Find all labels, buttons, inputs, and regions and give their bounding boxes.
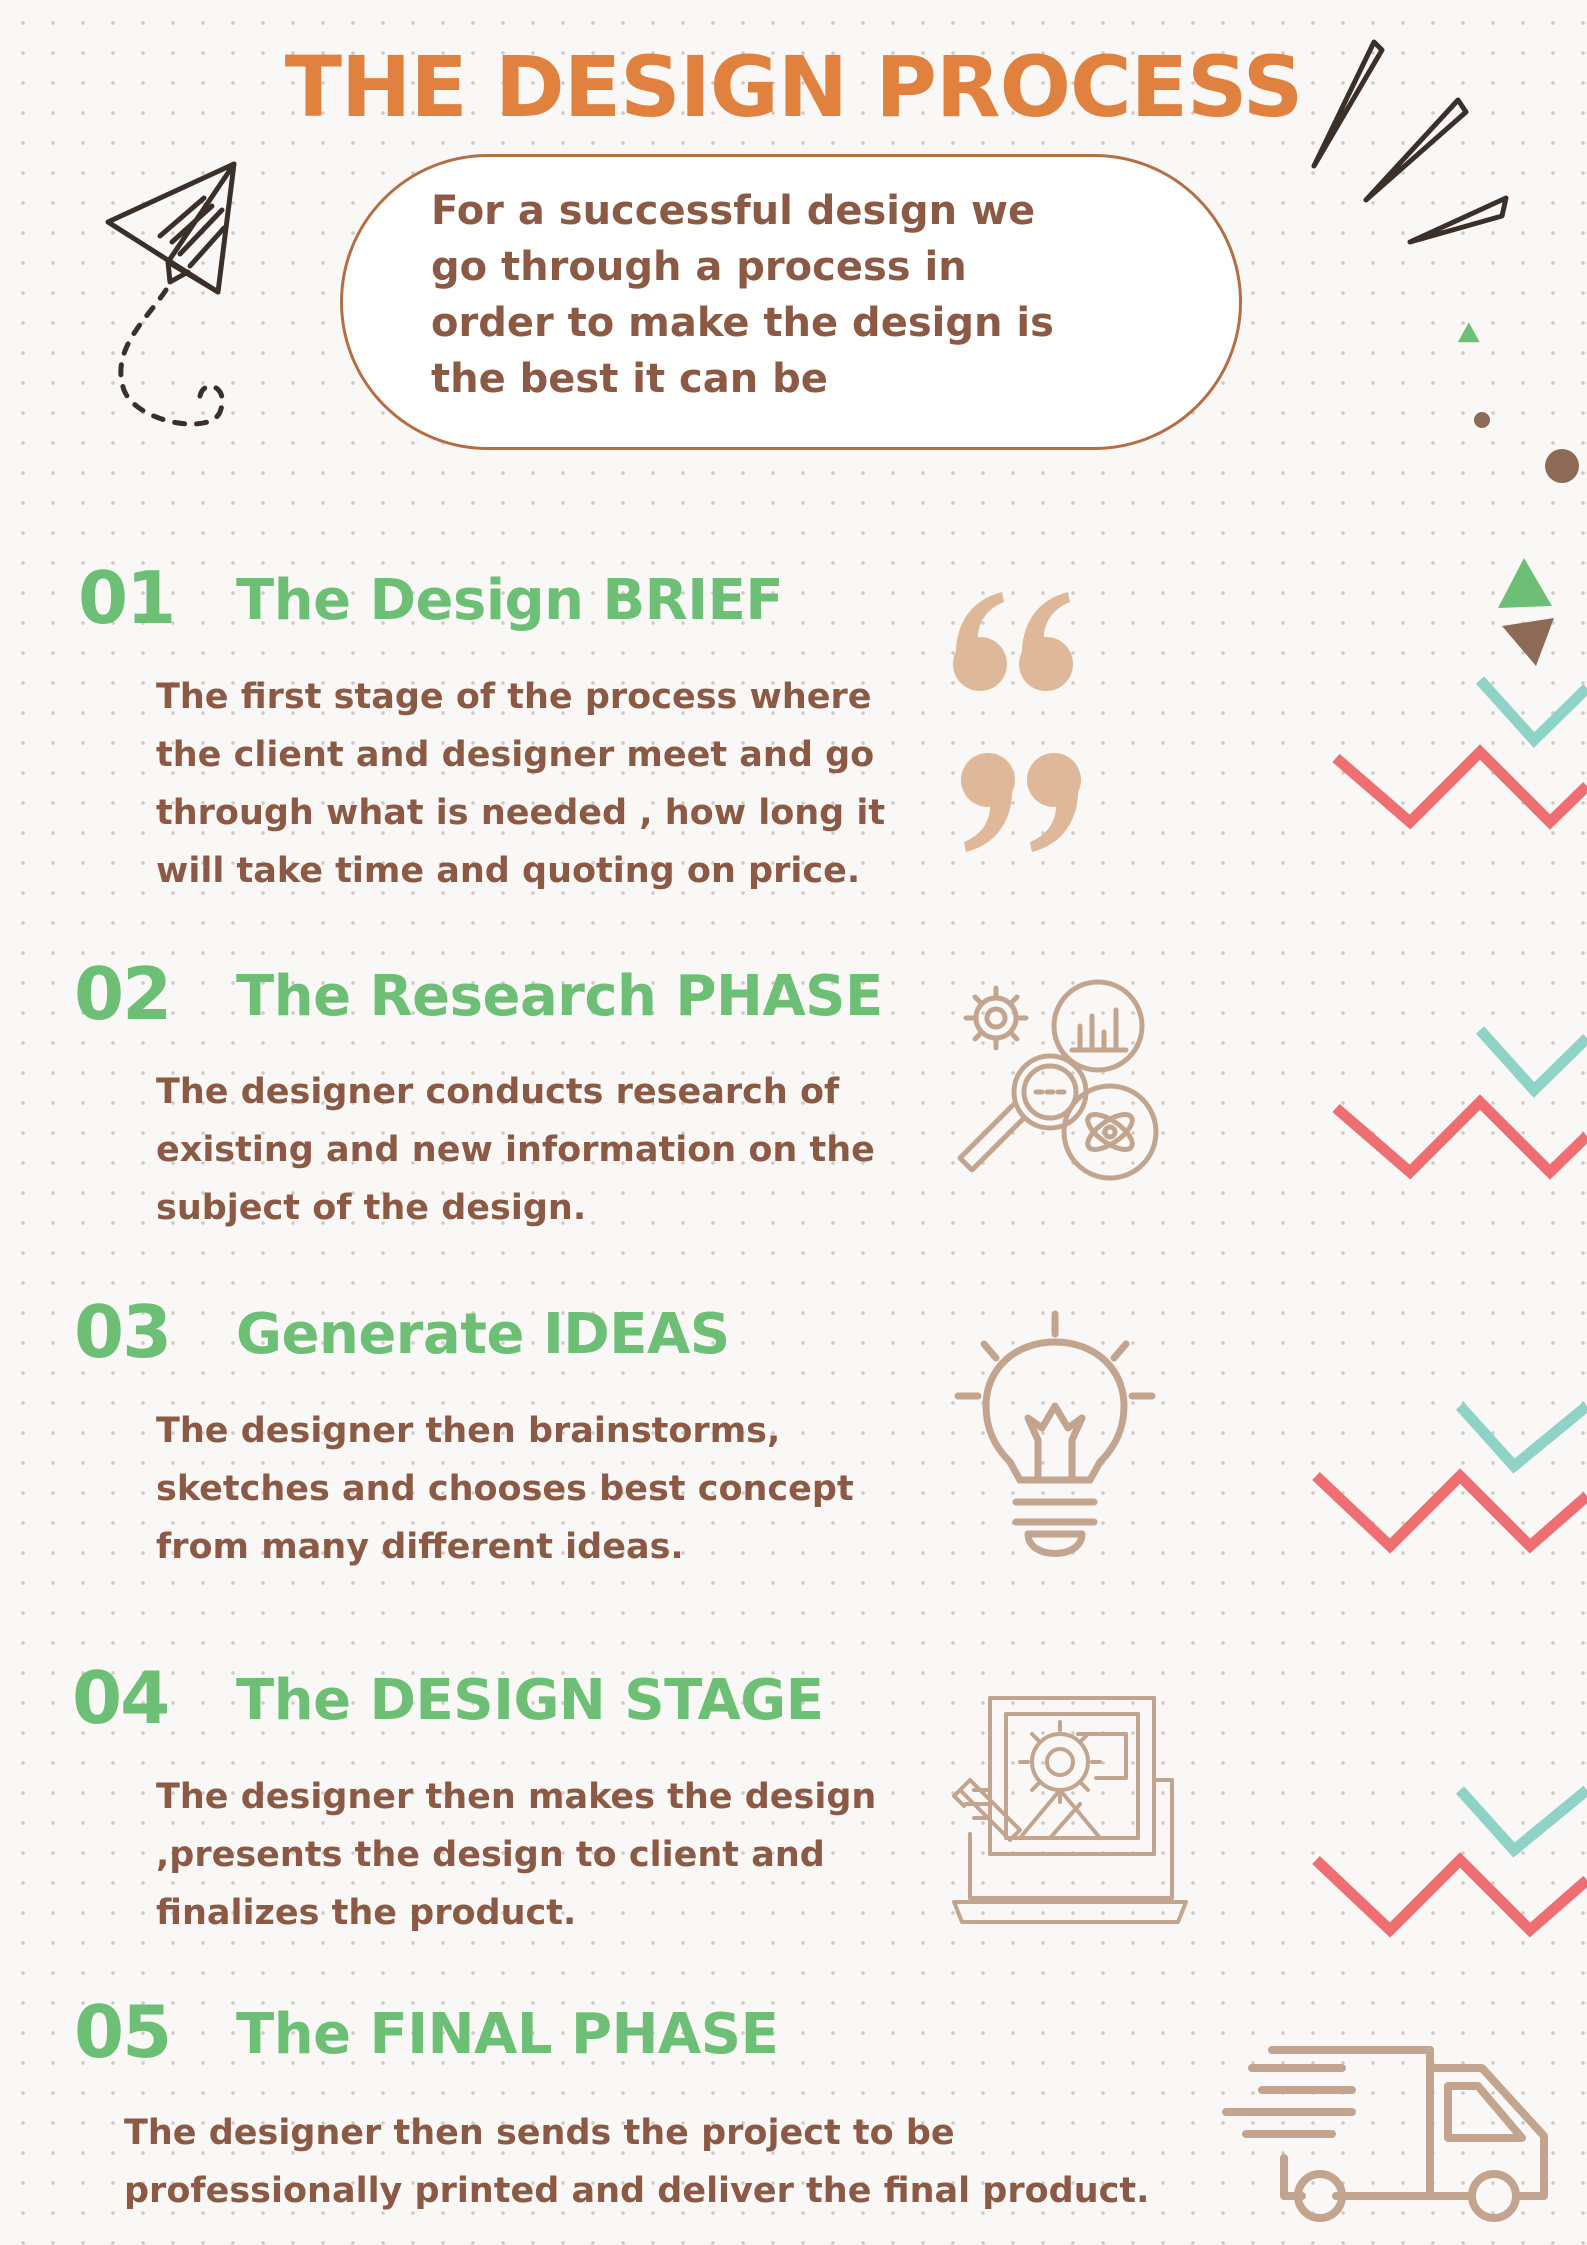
intro-callout: For a successful design we go through a … bbox=[340, 154, 1242, 450]
delivery-truck-icon bbox=[1222, 2046, 1548, 2222]
research-icon bbox=[957, 979, 1159, 1181]
step-number: 05 bbox=[74, 1990, 172, 2074]
zigzag-decoration bbox=[1312, 1401, 1587, 1554]
zigzag-decoration bbox=[1312, 1785, 1587, 1938]
step-title: The DESIGN STAGE bbox=[236, 1668, 824, 1733]
confetti-shapes bbox=[1457, 322, 1579, 666]
lightbulb-icon bbox=[954, 1310, 1156, 1557]
step-title: The Research PHASE bbox=[236, 964, 883, 1029]
step-description: The designer then sends the project to b… bbox=[124, 2113, 1150, 2211]
step-description: The first stage of the process where the… bbox=[156, 677, 886, 891]
design-stage-icon bbox=[952, 1696, 1188, 1924]
step-number: 03 bbox=[74, 1290, 172, 1374]
step-description: The designer then makes the design ,pres… bbox=[156, 1777, 877, 1933]
paper-plane-icon bbox=[105, 161, 237, 427]
step-number: 04 bbox=[72, 1656, 170, 1740]
step-description: The designer then brainstorms, sketches … bbox=[156, 1411, 854, 1567]
step-title: Generate IDEAS bbox=[236, 1302, 730, 1367]
quote-marks-icon bbox=[953, 592, 1081, 852]
burst-lines-icon bbox=[1311, 39, 1509, 245]
page-title: THE DESIGN PROCESS bbox=[284, 38, 1303, 136]
zigzag-decoration bbox=[1332, 1026, 1587, 1180]
step-number: 02 bbox=[74, 952, 172, 1036]
step-title: The FINAL PHASE bbox=[236, 2002, 779, 2067]
step-title: The Design BRIEF bbox=[236, 568, 784, 633]
step-number: 01 bbox=[78, 556, 176, 640]
zigzag-decoration bbox=[1332, 676, 1587, 830]
step-description: The designer conducts research of existi… bbox=[156, 1072, 875, 1228]
